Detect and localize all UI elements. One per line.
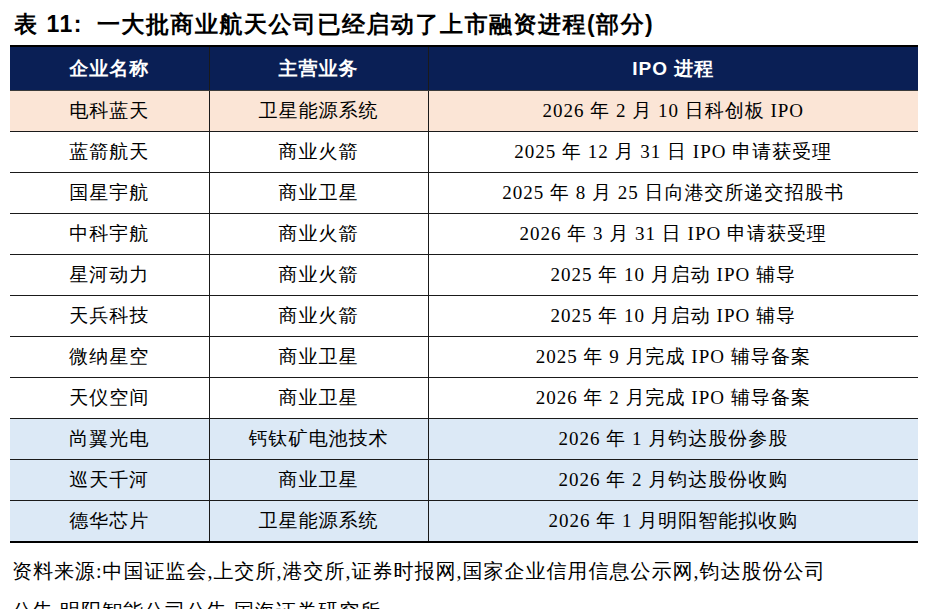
progress-cell: 2025 年 9 月完成 IPO 辅导备案 [428, 337, 918, 378]
progress-cell: 2025 年 8 月 25 日向港交所递交招股书 [428, 173, 918, 214]
business-cell: 商业火箭 [209, 214, 428, 255]
company-cell: 电科蓝天 [10, 91, 209, 132]
business-cell: 商业卫星 [209, 337, 428, 378]
progress-cell: 2025 年 10 月启动 IPO 辅导 [428, 255, 918, 296]
progress-cell: 2025 年 10 月启动 IPO 辅导 [428, 296, 918, 337]
company-cell: 中科宇航 [10, 214, 209, 255]
business-cell: 卫星能源系统 [209, 91, 428, 132]
progress-cell: 2026 年 2 月 10 日科创板 IPO [428, 91, 918, 132]
table-row: 电科蓝天 卫星能源系统 2026 年 2 月 10 日科创板 IPO [10, 91, 918, 132]
column-header-progress: IPO 进程 [428, 46, 918, 91]
table-row: 中科宇航 商业火箭 2026 年 3 月 31 日 IPO 申请获受理 [10, 214, 918, 255]
page-title: 表 11: 一大批商业航天公司已经启动了上市融资进程(部分) [0, 0, 934, 39]
progress-cell: 2026 年 1 月钧达股份参股 [428, 419, 918, 460]
business-cell: 商业卫星 [209, 378, 428, 419]
table-row: 天兵科技 商业火箭 2025 年 10 月启动 IPO 辅导 [10, 296, 918, 337]
source-note: 资料来源:中国证监会,上交所,港交所,证券时报网,国家企业信用信息公示网,钧达股… [12, 551, 846, 609]
table-row: 天仪空间 商业卫星 2026 年 2 月完成 IPO 辅导备案 [10, 378, 918, 419]
table-row: 微纳星空 商业卫星 2025 年 9 月完成 IPO 辅导备案 [10, 337, 918, 378]
progress-cell: 2026 年 2 月钧达股份收购 [428, 460, 918, 501]
company-cell: 天兵科技 [10, 296, 209, 337]
progress-cell: 2026 年 2 月完成 IPO 辅导备案 [428, 378, 918, 419]
company-cell: 巡天千河 [10, 460, 209, 501]
business-cell: 商业火箭 [209, 132, 428, 173]
company-cell: 国星宇航 [10, 173, 209, 214]
company-cell: 蓝箭航天 [10, 132, 209, 173]
progress-cell: 2026 年 1 月明阳智能拟收购 [428, 501, 918, 543]
company-cell: 天仪空间 [10, 378, 209, 419]
table-row: 尚翼光电 钙钛矿电池技术 2026 年 1 月钧达股份参股 [10, 419, 918, 460]
business-cell: 商业火箭 [209, 255, 428, 296]
table-title-text: 一大批商业航天公司已经启动了上市融资进程(部分) [97, 11, 654, 37]
ipo-progress-table: 企业名称 主营业务 IPO 进程 电科蓝天 卫星能源系统 2026 年 2 月 … [10, 45, 918, 543]
business-cell: 钙钛矿电池技术 [209, 419, 428, 460]
progress-cell: 2026 年 3 月 31 日 IPO 申请获受理 [428, 214, 918, 255]
business-cell: 商业卫星 [209, 460, 428, 501]
company-cell: 德华芯片 [10, 501, 209, 543]
company-cell: 微纳星空 [10, 337, 209, 378]
table-number-label: 表 11: [14, 11, 83, 37]
column-header-company: 企业名称 [10, 46, 209, 91]
table-row: 国星宇航 商业卫星 2025 年 8 月 25 日向港交所递交招股书 [10, 173, 918, 214]
business-cell: 商业火箭 [209, 296, 428, 337]
business-cell: 商业卫星 [209, 173, 428, 214]
company-cell: 星河动力 [10, 255, 209, 296]
table-row: 德华芯片 卫星能源系统 2026 年 1 月明阳智能拟收购 [10, 501, 918, 543]
table-row: 巡天千河 商业卫星 2026 年 2 月钧达股份收购 [10, 460, 918, 501]
progress-cell: 2025 年 12 月 31 日 IPO 申请获受理 [428, 132, 918, 173]
table-row: 蓝箭航天 商业火箭 2025 年 12 月 31 日 IPO 申请获受理 [10, 132, 918, 173]
company-cell: 尚翼光电 [10, 419, 209, 460]
business-cell: 卫星能源系统 [209, 501, 428, 543]
column-header-business: 主营业务 [209, 46, 428, 91]
table-row: 星河动力 商业火箭 2025 年 10 月启动 IPO 辅导 [10, 255, 918, 296]
table-header-row: 企业名称 主营业务 IPO 进程 [10, 46, 918, 91]
